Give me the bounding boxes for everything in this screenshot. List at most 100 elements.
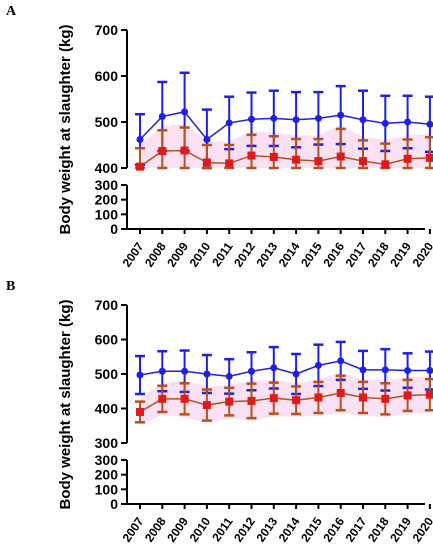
data-point (203, 370, 211, 378)
x-tick-label: 2007 (120, 514, 147, 544)
x-tick-label: 2015 (298, 514, 325, 544)
data-point (158, 146, 167, 155)
y-tick-label: 600 (95, 68, 119, 84)
x-tick-label: 2008 (142, 514, 169, 544)
x-tick-label: 2012 (231, 514, 258, 544)
y-tick-label: 400 (95, 160, 119, 176)
x-tick-label: 2015 (298, 239, 325, 269)
data-point (202, 401, 211, 410)
data-point (248, 115, 255, 123)
data-point (381, 394, 390, 403)
data-point (225, 372, 233, 380)
data-point (270, 114, 278, 122)
data-point (292, 396, 301, 405)
x-tick-label: 2007 (120, 239, 147, 269)
data-point (337, 111, 345, 119)
data-point (314, 361, 322, 369)
chart-a: 4005006007000100200300200720082009201020… (57, 22, 433, 270)
y-tick-label: 500 (95, 366, 119, 382)
panel-letter-b: B (6, 279, 16, 294)
data-point (158, 394, 167, 403)
data-point (336, 388, 345, 397)
y-tick-label: 300 (95, 452, 119, 468)
data-point (225, 119, 233, 127)
data-point (314, 157, 323, 166)
chart-b: 3004005006007000100200300200720082009201… (57, 297, 433, 545)
data-point (403, 154, 412, 163)
x-tick-label: 2019 (387, 514, 414, 544)
data-point (292, 155, 301, 164)
x-tick-label: 2020 (410, 239, 433, 269)
data-point (359, 366, 367, 374)
x-tick-label: 2010 (187, 239, 214, 269)
x-tick-label: 2011 (209, 239, 236, 269)
x-tick-label: 2010 (187, 514, 214, 544)
x-tick-label: 2017 (343, 239, 370, 269)
x-tick-label: 2018 (365, 239, 392, 269)
data-point (247, 151, 256, 160)
error-band (140, 123, 430, 168)
data-point (425, 390, 433, 399)
data-point (314, 114, 322, 122)
data-point (337, 357, 345, 365)
data-point (381, 160, 390, 169)
data-point (136, 162, 144, 171)
data-point (425, 153, 433, 162)
data-point (203, 135, 211, 143)
data-point (181, 367, 189, 375)
y-tick-label: 100 (95, 206, 119, 222)
y-tick-label: 500 (95, 114, 119, 130)
y-tick-label: 700 (95, 297, 119, 313)
data-point (225, 159, 234, 168)
y-axis-title: Body weight at slaughter (kg) (57, 299, 74, 509)
y-tick-label: 100 (95, 481, 119, 497)
x-tick-label: 2014 (276, 514, 303, 544)
data-point (202, 158, 211, 167)
data-point (181, 108, 189, 116)
x-tick-label: 2011 (209, 514, 236, 544)
y-tick-label: 700 (95, 22, 119, 38)
y-tick-label: 300 (95, 177, 119, 193)
x-tick-label: 2017 (343, 514, 370, 544)
series-line (139, 111, 430, 141)
data-point (180, 146, 189, 155)
panel-letter-a: A (6, 4, 17, 19)
y-tick-label: 0 (110, 221, 118, 237)
x-tick-label: 2008 (142, 239, 169, 269)
data-point (426, 367, 433, 375)
x-tick-label: 2012 (231, 239, 258, 269)
data-point (359, 116, 367, 124)
plot-area (140, 123, 430, 168)
data-point (403, 391, 412, 400)
data-point (404, 118, 412, 126)
y-axis-title: Body weight at slaughter (kg) (57, 24, 74, 234)
series-red (135, 126, 433, 171)
x-tick-label: 2020 (410, 514, 433, 544)
x-tick-label: 2019 (387, 239, 414, 269)
data-point (292, 370, 300, 378)
data-point (136, 371, 144, 379)
data-point (404, 367, 412, 375)
series-red (135, 374, 433, 424)
data-point (381, 119, 389, 127)
data-point (292, 116, 300, 124)
y-tick-label: 400 (95, 401, 119, 417)
data-point (158, 112, 166, 120)
x-tick-label: 2009 (164, 239, 191, 269)
y-tick-label: 200 (95, 467, 119, 483)
data-point (136, 407, 144, 416)
series-line (139, 360, 430, 378)
y-tick-label: 200 (95, 192, 119, 208)
x-tick-label: 2018 (365, 514, 392, 544)
data-point (336, 152, 345, 161)
y-tick-label: 300 (95, 435, 119, 451)
x-tick-label: 2016 (320, 239, 347, 269)
chart-panel-a: A 400 500 600 700 0 100 200 300 2007 2008 2009 2010… (6, 4, 433, 270)
data-point (426, 120, 433, 128)
data-point (158, 367, 166, 375)
data-point (381, 366, 389, 374)
y-tick-label: 0 (110, 496, 118, 512)
x-tick-label: 2013 (253, 239, 280, 269)
y-tick-label: 600 (95, 332, 119, 348)
chart-panel-b: B 300 400 500 600 700 0 100 200 300 2007 2008 2009 2… (0, 275, 433, 550)
